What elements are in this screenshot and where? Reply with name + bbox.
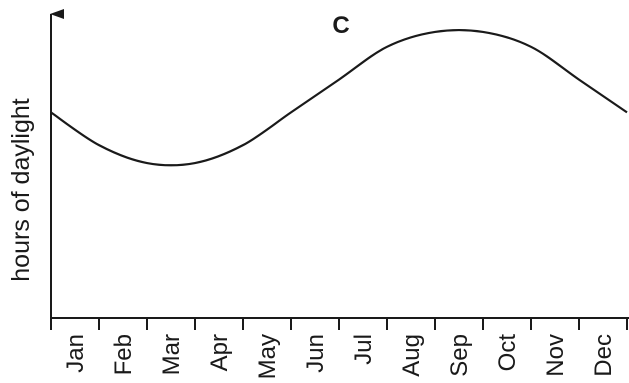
x-tick-label-nov: Nov [542,334,569,377]
x-tick-label-may: May [254,334,281,379]
x-tick-label-jan: Jan [62,334,89,373]
x-tick-label-oct: Oct [494,334,521,372]
x-axis-tick-labels: Jan Feb Mar Apr May Jun Jul Aug Sep Oct Nov Dec [62,334,617,380]
x-tick-label-mar: Mar [158,334,185,375]
x-tick-label-apr: Apr [206,334,233,371]
x-tick-label-sep: Sep [446,334,473,377]
x-tick-label-aug: Aug [398,334,425,377]
x-tick-label-jun: Jun [302,334,329,373]
x-tick-label-jul: Jul [350,334,377,365]
x-tick-label-feb: Feb [110,334,137,375]
x-axis-ticks [50,318,628,330]
chart-title: C [332,12,349,39]
y-axis-title: hours of daylight [7,98,35,282]
daylight-series-line [50,28,628,167]
x-tick-label-dec: Dec [590,334,617,377]
